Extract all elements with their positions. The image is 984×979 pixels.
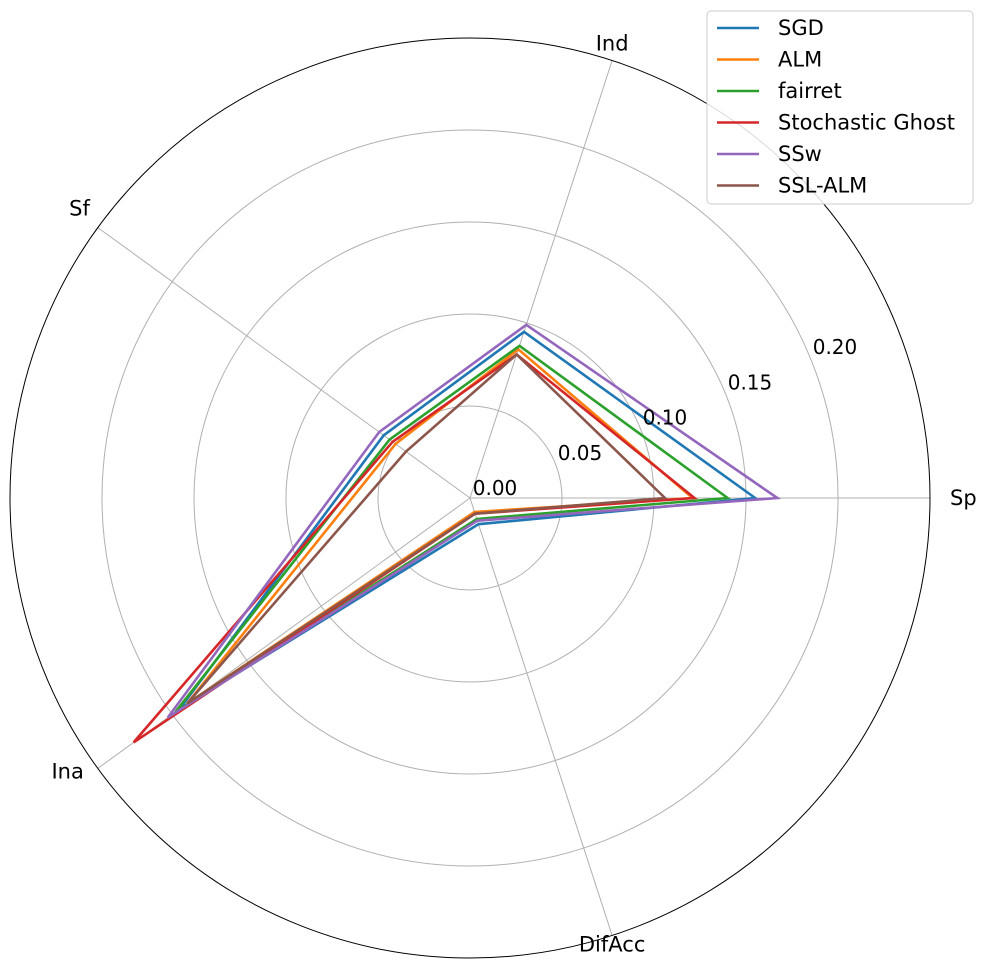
radial-tick-label: 0.05 [558,441,603,465]
series-line-fairret [174,344,732,714]
series-line-ssw [166,323,782,719]
label-layer: 0.00 0.05 0.10 0.15 0.20 Sp Ind Sf Ina DifAcc [51,32,976,957]
radial-tick-label: 0.15 [728,370,773,394]
legend-box [706,10,974,205]
legend-label-stochastic-ghost: Stochastic Ghost [778,111,955,135]
axis-label-sf: Sf [69,197,90,221]
legend-label-fairret: fairret [778,79,842,103]
series-line-ssl-alm [186,352,668,705]
axis-label-ind: Ind [596,32,629,56]
legend-label-ssl-alm: SSL-ALM [778,174,867,198]
axis-label-sp: Sp [950,486,977,510]
radial-tick-label: 0.20 [813,335,858,359]
spoke-sf [97,227,471,499]
legend-label-alm: ALM [778,48,822,72]
spoke-ind [469,60,613,499]
axis-label-difacc: DifAcc [579,932,646,956]
legend-label-sgd: SGD [778,16,824,40]
radial-tick-label: 0.00 [473,476,518,500]
spoke-difacc [469,497,613,936]
grid-layer [9,37,931,959]
radial-tick-label: 0.10 [643,406,688,430]
axis-label-ina: Ina [51,759,83,783]
outer-frame [9,37,931,959]
series-layer [132,323,782,744]
legend: SGD ALM fairret Stochastic Ghost SSw SSL-ALM [706,10,974,205]
legend-label-ssw: SSw [778,142,822,166]
